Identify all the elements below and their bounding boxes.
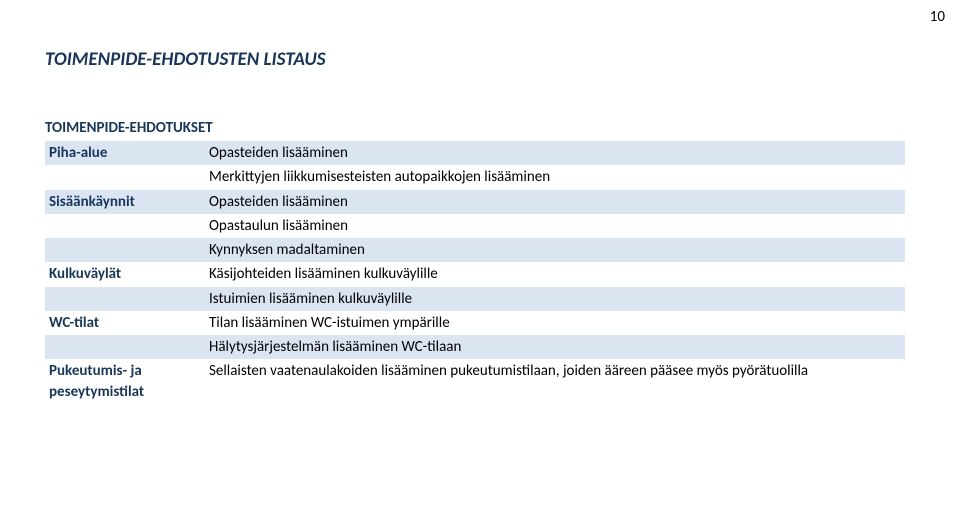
- page-number: 10: [930, 8, 945, 26]
- row-label: Pukeutumis- ja peseytymistilat: [45, 359, 205, 404]
- table-row: Hälytysjärjestelmän lisääminen WC-tilaan: [45, 335, 905, 359]
- page-title: TOIMENPIDE-EHDOTUSTEN LISTAUS: [45, 48, 905, 71]
- table-row: Opastaulun lisääminen: [45, 214, 905, 238]
- row-content: Tilan lisääminen WC-istuimen ympärille: [205, 311, 905, 335]
- table-row: Kynnyksen madaltaminen: [45, 238, 905, 262]
- table-row: KulkuväylätKäsijohteiden lisääminen kulk…: [45, 262, 905, 286]
- table-row: Istuimien lisääminen kulkuväylille: [45, 287, 905, 311]
- row-label: Piha-alue: [45, 141, 205, 165]
- row-label: [45, 238, 205, 262]
- row-label: [45, 335, 205, 359]
- row-content: Sellaisten vaatenaulakoiden lisääminen p…: [205, 359, 905, 404]
- row-content: Hälytysjärjestelmän lisääminen WC-tilaan: [205, 335, 905, 359]
- table-heading: TOIMENPIDE-EHDOTUKSET: [45, 119, 905, 137]
- row-label: Sisäänkäynnit: [45, 190, 205, 214]
- row-content: Kynnyksen madaltaminen: [205, 238, 905, 262]
- row-label: [45, 214, 205, 238]
- action-proposals-table: Piha-alueOpasteiden lisääminenMerkittyje…: [45, 141, 905, 404]
- row-content: Käsijohteiden lisääminen kulkuväylille: [205, 262, 905, 286]
- table-row: SisäänkäynnitOpasteiden lisääminen: [45, 190, 905, 214]
- row-label: Kulkuväylät: [45, 262, 205, 286]
- row-content: Istuimien lisääminen kulkuväylille: [205, 287, 905, 311]
- row-label: [45, 287, 205, 311]
- row-content: Opasteiden lisääminen: [205, 190, 905, 214]
- table-row: Piha-alueOpasteiden lisääminen: [45, 141, 905, 165]
- row-content: Merkittyjen liikkumisesteisten autopaikk…: [205, 165, 905, 189]
- row-content: Opastaulun lisääminen: [205, 214, 905, 238]
- table-row: WC-tilatTilan lisääminen WC-istuimen ymp…: [45, 311, 905, 335]
- table-row: Pukeutumis- ja peseytymistilatSellaisten…: [45, 359, 905, 404]
- row-label: [45, 165, 205, 189]
- row-content: Opasteiden lisääminen: [205, 141, 905, 165]
- row-label: WC-tilat: [45, 311, 205, 335]
- table-row: Merkittyjen liikkumisesteisten autopaikk…: [45, 165, 905, 189]
